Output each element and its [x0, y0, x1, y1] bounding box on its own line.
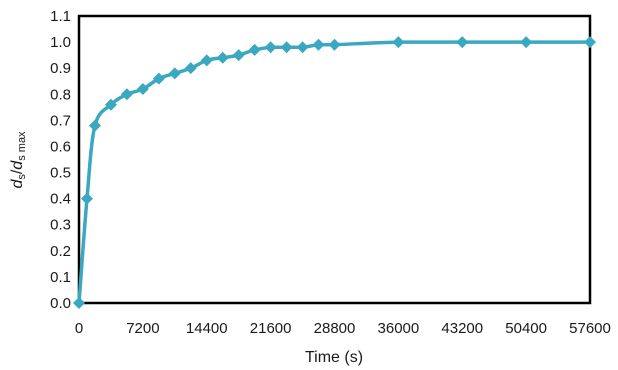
data-point-marker	[73, 297, 85, 309]
x-tick-label: 36000	[378, 320, 420, 337]
y-axis-title-sub2: s max	[16, 131, 28, 161]
data-point-marker	[392, 36, 405, 49]
y-tick-label: 0.7	[50, 112, 71, 129]
x-tick-label: 43200	[441, 320, 483, 337]
data-point-marker	[88, 119, 101, 132]
data-point-marker	[104, 98, 117, 111]
x-tick-label: 7200	[126, 320, 159, 337]
y-tick-label: 0.2	[50, 243, 71, 260]
data-point-marker	[248, 43, 261, 56]
x-axis-ticks: 0 7200 14400 21600 28800 36000 43200 50400 57600	[75, 320, 611, 337]
y-tick-label: 0.8	[50, 86, 71, 103]
x-tick-label: 50400	[505, 320, 547, 337]
y-tick-label: 1.0	[50, 34, 71, 51]
data-point-marker	[264, 41, 277, 54]
data-point-marker	[584, 36, 596, 49]
data-point-marker	[136, 83, 149, 96]
x-tick-label: 21600	[250, 320, 292, 337]
data-point-marker	[296, 41, 309, 54]
y-tick-label: 0.1	[50, 269, 71, 286]
y-axis-title-slash: /	[9, 169, 26, 174]
data-point-marker	[232, 49, 245, 62]
data-point-marker	[312, 38, 325, 51]
y-tick-label: 0.5	[50, 165, 71, 182]
y-axis-title-sub1: s	[16, 174, 28, 180]
data-point-marker	[216, 51, 229, 64]
y-axis-title-d2: d	[9, 160, 26, 170]
x-tick-label: 57600	[569, 320, 611, 337]
data-point-marker	[184, 62, 197, 75]
y-axis-ticks: 0.0 0.1 0.2 0.3 0.4 0.5 0.6 0.7 0.8 0.9 1.0 1.1	[50, 8, 71, 312]
data-point-marker	[152, 72, 165, 85]
y-tick-label: 0.3	[50, 217, 71, 234]
x-tick-label: 14400	[186, 320, 228, 337]
data-point-marker	[328, 38, 341, 51]
data-point-marker	[280, 41, 293, 54]
y-axis-title: ds/ds max	[9, 131, 28, 189]
data-point-marker	[80, 192, 93, 205]
y-tick-label: 0.0	[50, 295, 71, 312]
y-axis-title-d1: d	[9, 179, 26, 189]
y-tick-label: 0.4	[50, 191, 71, 208]
y-tick-label: 0.6	[50, 138, 71, 155]
y-tick-label: 0.9	[50, 60, 71, 77]
x-axis-title: Time (s)	[305, 349, 363, 366]
data-point-marker	[168, 67, 181, 80]
series-group	[73, 36, 596, 309]
data-point-marker	[200, 54, 213, 67]
data-point-marker	[456, 36, 469, 49]
data-point-marker	[520, 36, 533, 49]
plot-area-border	[77, 14, 592, 305]
x-tick-label: 0	[75, 320, 83, 337]
y-tick-label: 1.1	[50, 8, 71, 25]
data-point-marker	[120, 88, 133, 101]
x-tick-label: 28800	[314, 320, 356, 337]
